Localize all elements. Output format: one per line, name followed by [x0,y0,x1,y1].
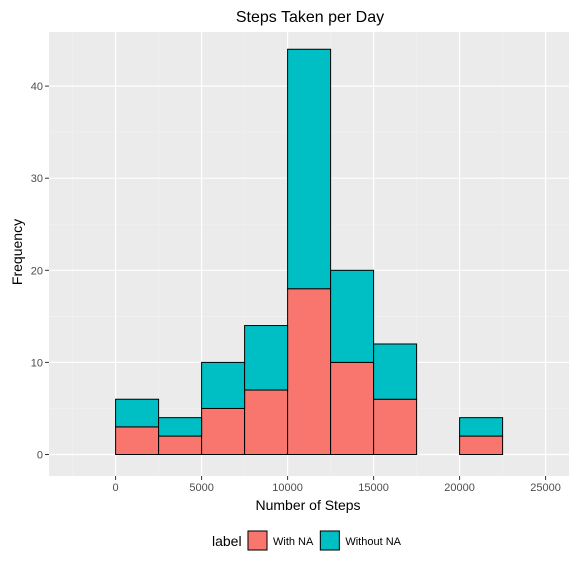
y-tick-label: 30 [31,173,43,185]
y-tick-label: 10 [31,357,43,369]
bar-with-na [459,435,504,455]
x-tick-label: 10000 [272,482,303,494]
x-tick-label: 25000 [530,482,561,494]
x-tick-label: 5000 [189,482,213,494]
bar-with-na [201,407,246,456]
bar-without-na [459,417,504,437]
legend-label-without-na: Without NA [345,536,401,548]
bar-with-na [330,361,375,455]
bar-without-na [244,325,289,391]
legend-swatch-with-na [247,530,268,551]
legend: label With NA Without NA [212,530,402,551]
y-axis-ticks: 0 10 20 30 40 [31,81,49,462]
x-tick-label: 0 [113,482,119,494]
x-tick-label: 20000 [444,482,475,494]
y-tick-label: 20 [31,265,43,277]
bar-without-na [115,398,160,428]
x-tick-label: 15000 [358,482,389,494]
x-axis-title: Number of Steps [255,497,360,513]
bars [115,48,504,456]
bar-without-na [373,343,418,400]
y-tick-label: 40 [31,81,43,93]
bar-with-na [287,288,332,455]
bar-with-na [373,398,418,455]
bar-without-na [158,417,203,437]
legend-swatch-without-na [319,530,340,551]
bar-with-na [158,435,203,455]
y-tick-label: 0 [37,450,43,462]
legend-title: label [212,533,242,549]
x-axis-ticks: 0 5000 10000 15000 20000 25000 [113,476,561,494]
bar-without-na [287,48,332,290]
bar-without-na [330,269,375,363]
chart-title: Steps Taken per Day [236,9,384,26]
bar-with-na [115,426,160,455]
y-axis-title: Frequency [9,219,25,285]
legend-label-with-na: With NA [273,536,314,548]
bar-with-na [244,389,289,455]
bar-without-na [201,361,246,409]
